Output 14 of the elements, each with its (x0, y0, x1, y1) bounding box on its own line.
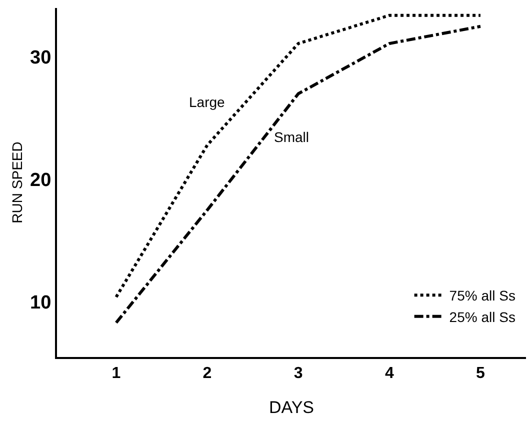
legend-label: 75% all Ss (449, 288, 516, 304)
y-tick-label: 30 (30, 48, 52, 69)
y-axis-title: RUN SPEED (9, 142, 26, 224)
x-tick-label: 1 (112, 365, 121, 382)
legend-label: 25% all Ss (449, 308, 516, 325)
x-axis-title: DAYS (268, 398, 314, 418)
annotation: Large (189, 94, 226, 110)
x-tick-label: 5 (476, 365, 486, 382)
y-tick-label: 10 (30, 292, 52, 314)
x-tick-label: 3 (294, 365, 303, 382)
x-tick-label: 2 (202, 365, 212, 382)
annotation: Small (274, 129, 310, 145)
y-tick-label: 20 (30, 170, 52, 192)
x-tick-label: 4 (384, 365, 394, 382)
